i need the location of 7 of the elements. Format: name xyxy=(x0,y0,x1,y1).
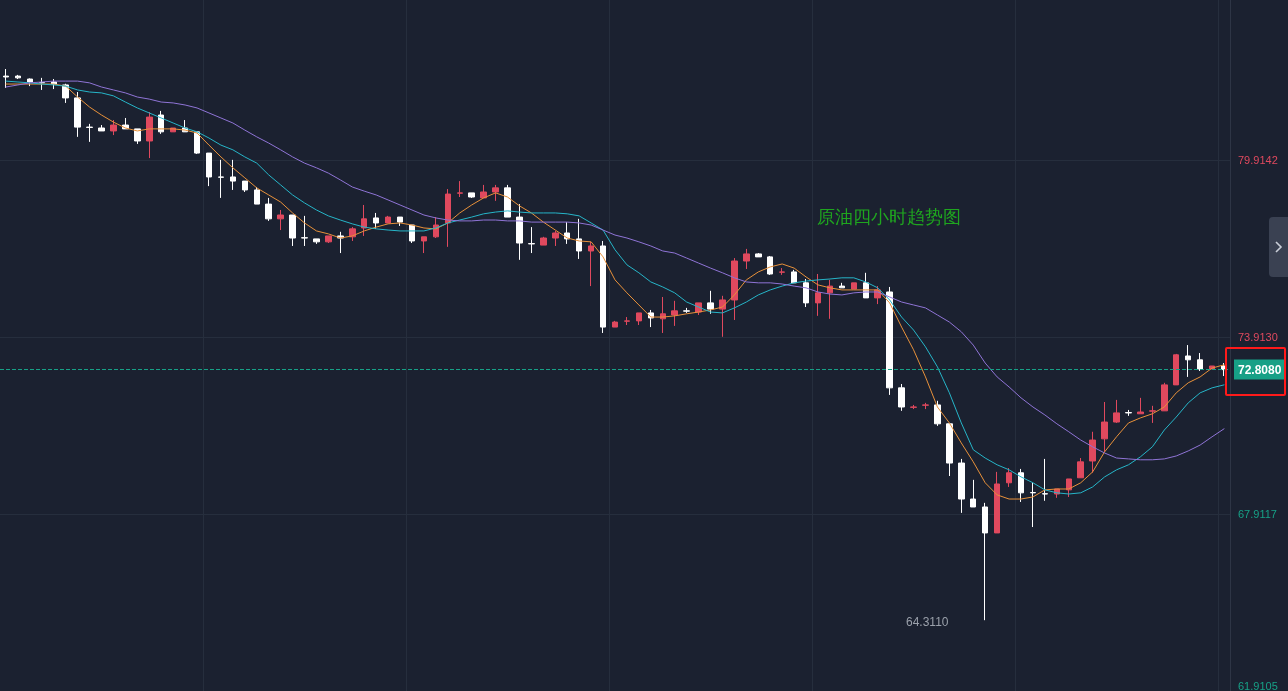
text: 原油四小时趋势图 xyxy=(817,207,961,227)
y-tick-label: 73.9130 xyxy=(1238,331,1278,344)
ref-line-label: 72.8080 xyxy=(1238,362,1282,377)
y-tick-label: 79.9142 xyxy=(1238,154,1278,167)
y-tick-label: 61.9105 xyxy=(1238,679,1278,691)
annotation: 64.3110 xyxy=(906,615,949,629)
y-tick-label: 67.9117 xyxy=(1238,508,1277,521)
